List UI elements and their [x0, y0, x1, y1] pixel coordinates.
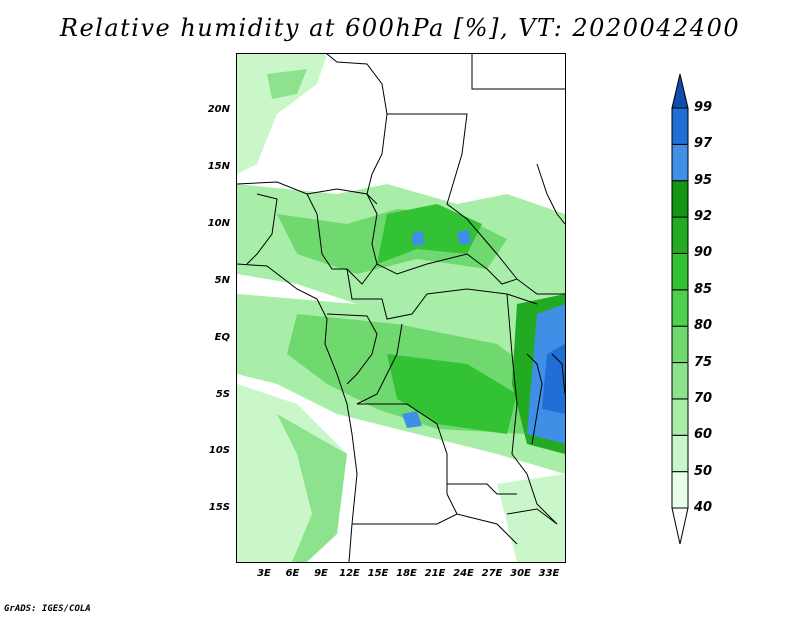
border-4: [237, 181, 378, 265]
colorbar-box: [671, 107, 689, 145]
colorbar-level-label: 99: [694, 100, 713, 115]
border-13: [526, 353, 543, 445]
lon-tick-label: 30E: [510, 568, 531, 579]
colorbar-box: [671, 362, 689, 400]
humidity-region-southeast: [497, 474, 565, 562]
lat-tick-label: 15N: [207, 161, 230, 172]
colorbar-box: [671, 143, 689, 182]
lat-tick-label: EQ: [214, 332, 230, 343]
colorbar-box: [671, 216, 689, 254]
lon-tick-label: 24E: [453, 568, 474, 579]
border-5: [306, 193, 565, 295]
lat-tick-label: 20N: [207, 104, 230, 115]
map-svg: [237, 54, 565, 562]
lat-tick-label: 5S: [215, 389, 230, 400]
humidity-region-congo-deep: [387, 354, 517, 434]
colorbar-box: [671, 252, 689, 291]
colorbar-bottom-arrow: [671, 507, 689, 545]
border-7: [326, 313, 378, 385]
lat-tick-label: 10N: [207, 218, 230, 229]
colorbar-box: [671, 325, 689, 364]
colorbar-box: [671, 471, 689, 509]
border-15: [506, 508, 558, 525]
colorbar-level-label: 60: [694, 427, 713, 443]
colorbar-level-label: 40: [694, 500, 713, 515]
humidity-region-sahel-deep: [377, 204, 482, 264]
colorbar-top-arrow: [671, 73, 689, 109]
colorbar-level-label: 95: [694, 172, 713, 188]
colorbar-level-label: 70: [694, 390, 713, 406]
lon-tick-label: 3E: [257, 568, 271, 579]
border-8: [356, 323, 403, 405]
lon-tick-label: 21E: [424, 568, 446, 579]
colorbar-boxes: [671, 107, 689, 509]
lon-tick-label: 15E: [367, 568, 389, 579]
coastline-west: [237, 263, 358, 562]
country-borders: [237, 54, 565, 562]
colorbar-level-label: 90: [694, 245, 713, 261]
border-17: [246, 193, 278, 265]
lat-tick-label: 10S: [208, 445, 230, 456]
border-16: [536, 163, 565, 225]
colorbar-level-label: 80: [694, 318, 713, 334]
border-10: [352, 513, 518, 545]
humidity-blob-3: [402, 411, 422, 428]
humidity-map: [236, 53, 566, 563]
border-11: [506, 293, 558, 525]
colorbar-level-label: 85: [694, 281, 713, 297]
border-14: [551, 353, 565, 395]
colorbar-box: [671, 398, 689, 436]
humidity-blob-1: [412, 230, 425, 246]
map-title: Relative humidity at 600hPa [%], VT: 202…: [59, 14, 741, 42]
colorbar-box: [671, 289, 689, 327]
lon-tick-label: 9E: [314, 568, 328, 579]
lat-tick-label: 5N: [214, 275, 230, 286]
lon-tick-label: 33E: [538, 568, 560, 579]
colorbar-level-label: 75: [694, 354, 713, 370]
humidity-region-south-strip: [277, 414, 347, 562]
lon-tick-label: 12E: [339, 568, 360, 579]
colorbar-box: [671, 434, 689, 473]
lon-tick-label: 6E: [285, 568, 300, 579]
border-12: [447, 483, 517, 495]
border-2: [387, 113, 518, 280]
lat-tick-label: 15S: [208, 502, 230, 513]
humidity-field: [237, 54, 565, 562]
humidity-region-north: [237, 54, 327, 174]
humidity-blob-2: [457, 230, 471, 244]
border-3: [471, 54, 565, 90]
border-1: [326, 54, 388, 205]
border-9: [357, 403, 458, 515]
colorbar-box: [671, 180, 689, 218]
colorbar-level-label: 97: [694, 136, 713, 152]
colorbar-level-label: 92: [694, 209, 713, 225]
border-6: [346, 268, 538, 320]
lon-tick-label: 27E: [481, 568, 503, 579]
colorbar-level-label: 50: [694, 463, 713, 479]
grads-credit: GrADS: IGES/COLA: [4, 604, 91, 614]
lon-tick-label: 18E: [396, 568, 417, 579]
humidity-region-north-small: [267, 69, 307, 99]
